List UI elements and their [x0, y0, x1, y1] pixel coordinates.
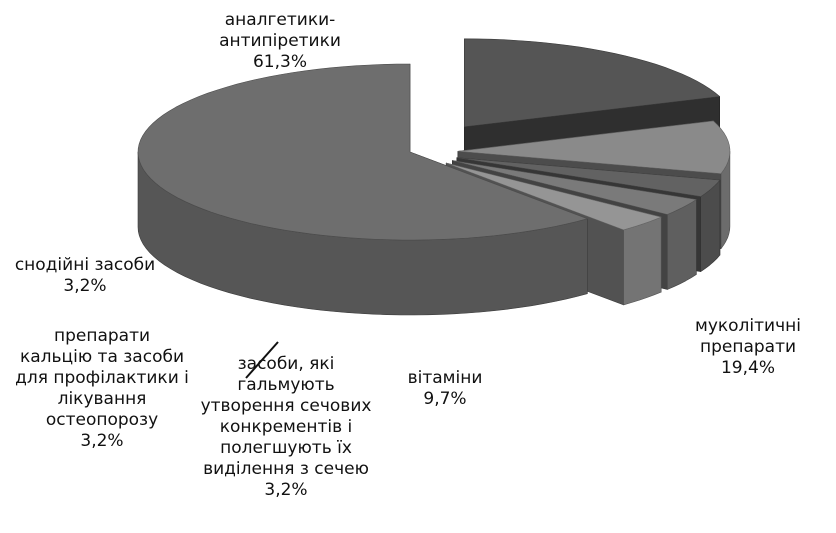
- slice-label-urinary: засоби, які гальмують утворення сечових …: [188, 354, 384, 501]
- slice-label-line: муколітичні: [695, 316, 801, 336]
- slice-label-hypnotics: снодійні засоби 3,2%: [0, 255, 170, 297]
- pie-slices: [137, 38, 731, 316]
- slice-value-label: 3,2%: [63, 276, 107, 296]
- slice-label-line: виділення з сечею: [203, 459, 369, 479]
- slice-label-calcium: препарати кальцію та засоби для профілак…: [2, 326, 202, 452]
- slice-label-line: препарати: [53, 326, 151, 346]
- pie-slice-calcium: [452, 160, 697, 215]
- slice-value-label: 3,2%: [80, 431, 124, 451]
- slice-value-label: 19,4%: [720, 358, 775, 378]
- slice-label-line: лікування: [57, 389, 147, 409]
- slice-label-line: препарати: [699, 337, 797, 357]
- pie-slice-hypnotics: [445, 162, 662, 231]
- slice-label-line: снодійні засоби: [14, 255, 156, 275]
- slice-label-line: гальмують: [237, 375, 335, 395]
- slice-label-line: вітаміни: [407, 368, 483, 388]
- slice-label-line: антипіретики: [219, 31, 341, 51]
- slice-label-analgesics: аналгетики- антипіретики 61,3%: [180, 10, 380, 73]
- slice-label-line: остеопорозу: [45, 410, 159, 430]
- slice-label-line: засоби, які: [237, 354, 335, 374]
- pie-slice-analgesics: [137, 63, 588, 241]
- slice-label-line: для профілактики і: [15, 368, 189, 388]
- pie-slice-mucolytics: [464, 38, 720, 128]
- slice-label-line: кальцію та засоби: [19, 347, 185, 367]
- pie-slice-vitamins: [457, 120, 731, 174]
- slice-label-vitamins: вітаміни 9,7%: [380, 368, 510, 410]
- slice-label-line: аналгетики-: [224, 10, 336, 30]
- leader-line-calcium: [245, 341, 279, 379]
- slice-value-label: 61,3%: [252, 52, 307, 72]
- slice-value-label: 9,7%: [423, 389, 467, 409]
- pie-side-hypnotics: [623, 216, 662, 306]
- slice-label-mucolytics: муколітичні препарати 19,4%: [668, 316, 828, 379]
- slice-label-line: утворення сечових: [200, 396, 372, 416]
- slice-label-line: конкрементів і: [219, 417, 353, 437]
- pie-slice-urinary: [456, 157, 721, 197]
- slice-label-line: полегшують їх: [220, 438, 352, 458]
- slice-value-label: 3,2%: [264, 480, 308, 500]
